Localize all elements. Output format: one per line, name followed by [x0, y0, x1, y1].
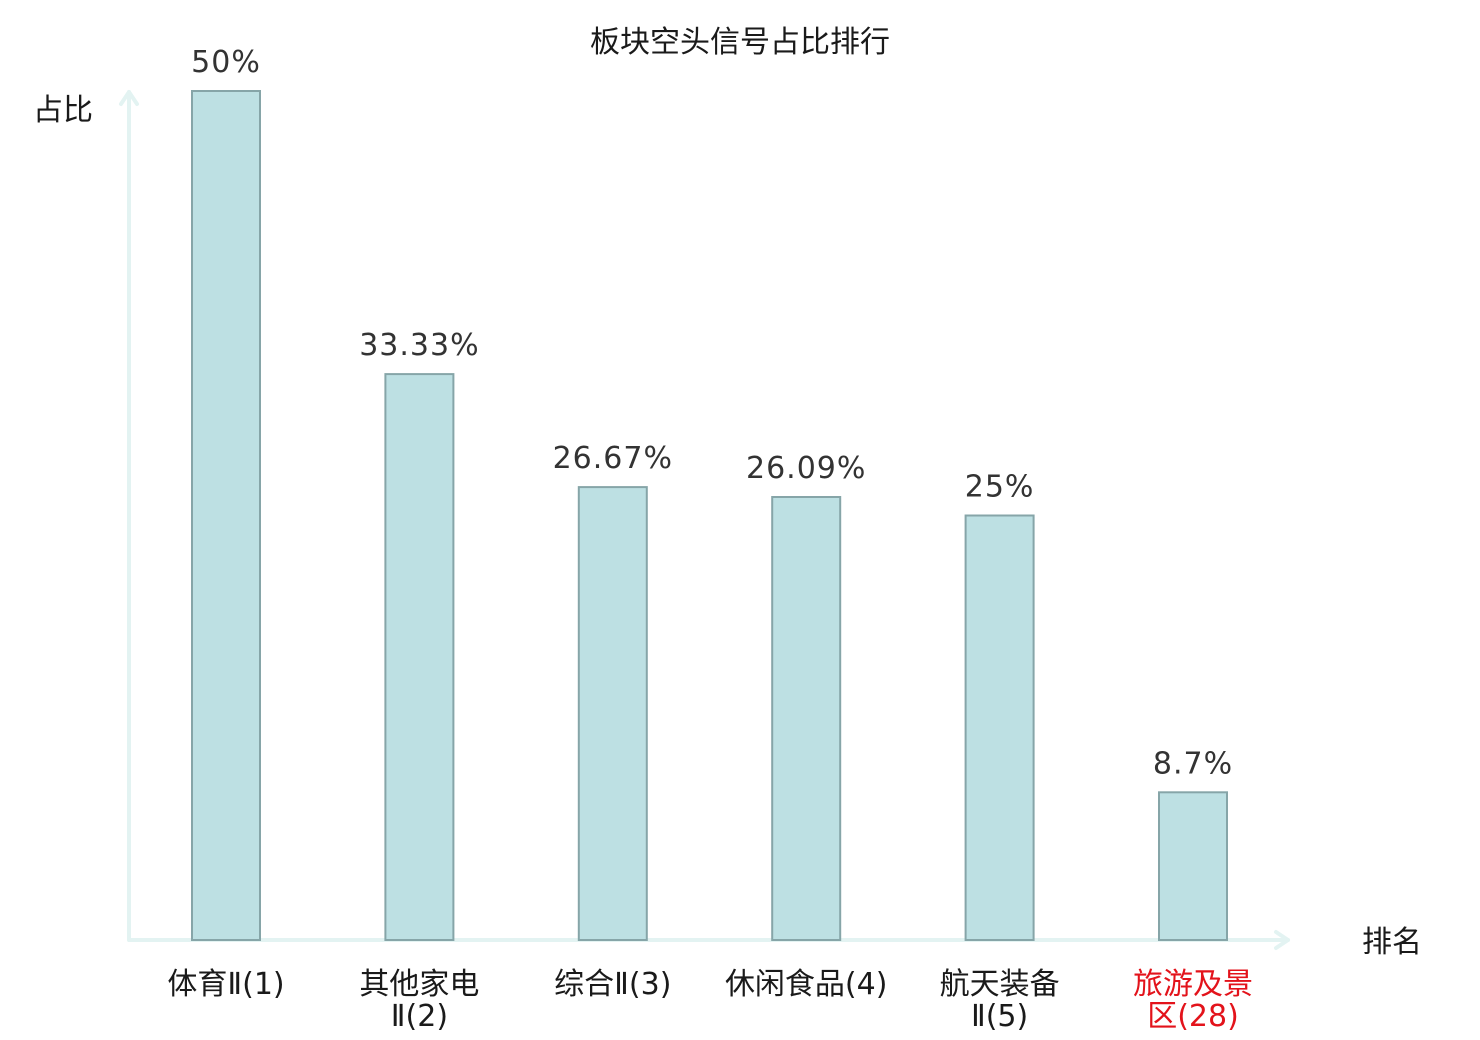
category-label-0-line-0: 体育Ⅱ(1): [167, 967, 284, 1002]
value-label-3: 26.09%: [746, 451, 866, 486]
value-label-1: 33.33%: [359, 328, 479, 363]
bar-0: [191, 90, 261, 941]
category-label-5-line-1: 区(28): [1147, 999, 1239, 1034]
bars-group: [191, 90, 1228, 942]
value-label-2: 26.67%: [553, 441, 673, 476]
category-label-4-line-1: Ⅱ(5): [971, 999, 1028, 1034]
bar-2: [577, 486, 648, 941]
chart-title: 板块空头信号占比排行: [590, 25, 890, 60]
category-label-5-line-0: 旅游及景: [1133, 967, 1253, 1002]
bar-4: [964, 514, 1035, 941]
category-label-3-line-0: 休闲食品(4): [725, 967, 888, 1002]
value-label-4: 25%: [965, 470, 1035, 505]
x-axis-label: 排名: [1362, 925, 1422, 960]
bar-3: [771, 496, 842, 941]
x-axis-arrowhead: [1274, 930, 1290, 950]
category-label-4-line-0: 航天装备: [940, 967, 1060, 1002]
category-label-2-line-0: 综合Ⅱ(3): [554, 967, 671, 1002]
value-label-5: 8.7%: [1153, 746, 1233, 781]
value-labels-group: 50% 33.33% 26.67% 26.09% 25% 8.7%: [191, 45, 1233, 781]
y-axis-label: 占比: [33, 93, 93, 128]
bar-1: [384, 373, 455, 942]
category-label-1-line-0: 其他家电: [359, 967, 479, 1002]
value-label-0: 50%: [191, 45, 261, 80]
bar-5: [1158, 791, 1228, 941]
category-label-1-line-1: Ⅱ(2): [391, 999, 448, 1034]
